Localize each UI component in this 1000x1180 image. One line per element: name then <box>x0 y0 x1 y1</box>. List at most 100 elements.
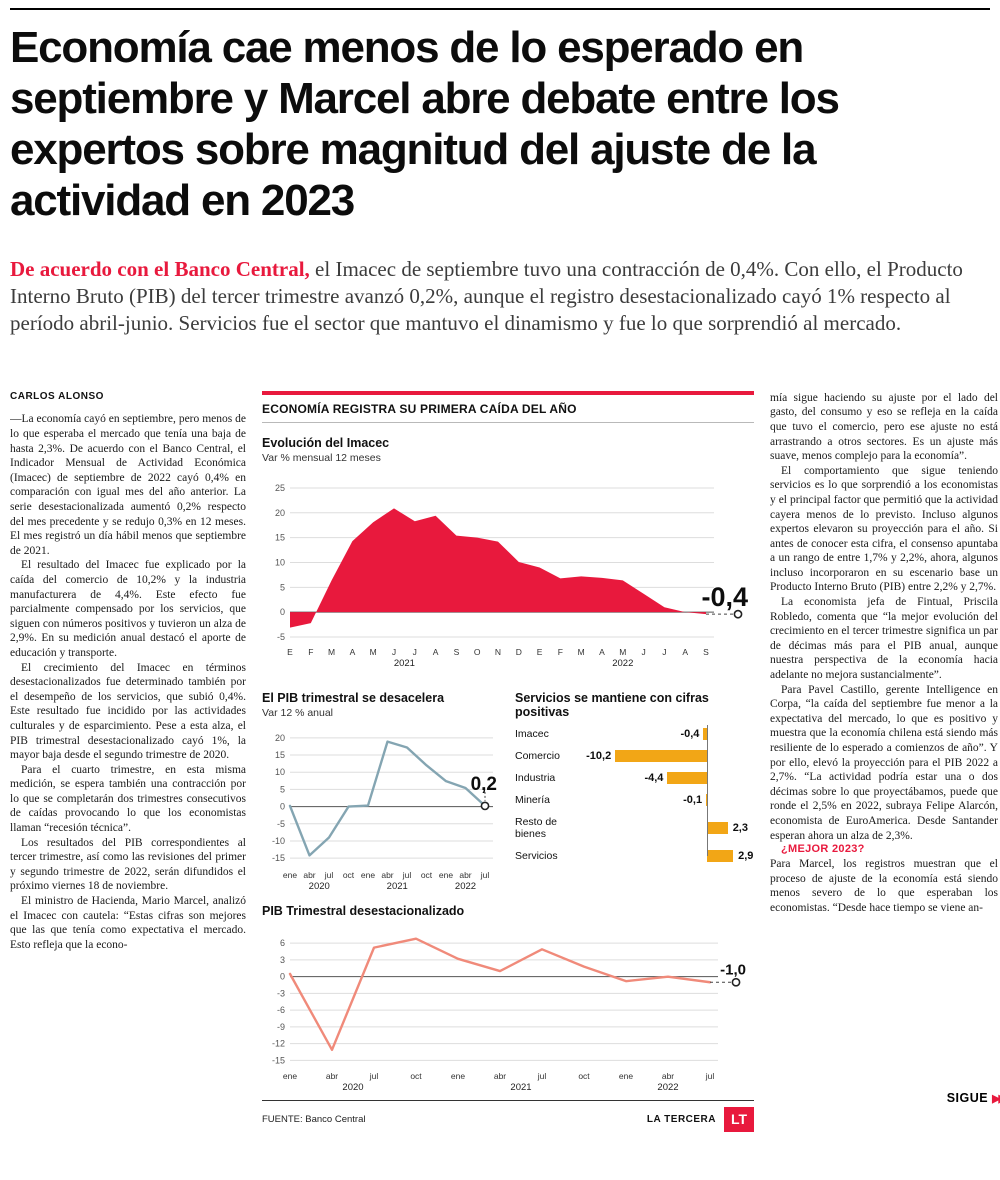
bar-row: Imacec -0,4 <box>515 727 754 740</box>
svg-text:2022: 2022 <box>455 881 476 891</box>
svg-text:jul: jul <box>324 870 334 880</box>
body-paragraph: mía sigue haciendo su ajuste por el lado… <box>770 391 998 463</box>
svg-text:abr: abr <box>326 1071 338 1081</box>
body-paragraph: Los resultados del PIB correspondientes … <box>10 836 246 893</box>
svg-text:-9: -9 <box>277 1022 285 1032</box>
svg-text:-10: -10 <box>272 836 285 846</box>
svg-text:5: 5 <box>280 784 285 794</box>
sectors-block: Servicios se mantiene con cifras positiv… <box>515 678 754 891</box>
svg-text:jul: jul <box>369 1071 379 1081</box>
svg-text:jul: jul <box>480 870 490 880</box>
svg-text:A: A <box>599 647 605 657</box>
svg-text:3: 3 <box>280 955 285 965</box>
svg-text:20: 20 <box>275 733 285 743</box>
svg-text:A: A <box>682 647 688 657</box>
svg-text:abr: abr <box>662 1071 674 1081</box>
svg-text:-0,4: -0,4 <box>701 582 748 612</box>
infographic: ECONOMÍA REGISTRA SU PRIMERA CAÍDA DEL A… <box>262 390 754 1132</box>
svg-text:E: E <box>287 647 293 657</box>
svg-text:M: M <box>619 647 626 657</box>
svg-text:S: S <box>703 647 709 657</box>
svg-text:0: 0 <box>280 971 285 981</box>
chart-row: El PIB trimestral se desacelera Var 12 %… <box>262 678 754 892</box>
svg-text:ene: ene <box>451 1071 465 1081</box>
svg-text:0: 0 <box>280 801 285 811</box>
continue-marker: SIGUE ▶▶ <box>938 1090 1000 1107</box>
svg-text:15: 15 <box>275 532 285 542</box>
svg-text:jul: jul <box>402 870 412 880</box>
section-subhead: ¿MEJOR 2023? <box>781 843 865 856</box>
svg-text:ene: ene <box>361 870 375 880</box>
svg-text:2021: 2021 <box>510 1082 531 1092</box>
svg-text:O: O <box>474 647 481 657</box>
headline: Economía cae menos de lo esperado en sep… <box>10 23 840 226</box>
svg-text:0,2: 0,2 <box>471 774 497 795</box>
chart-title-imacec: Evolución del Imacec <box>262 435 390 450</box>
imacec-area-chart: 25 20 15 10 5 0 -5 E F M A M J J A S O N D E F M A M J J A S 2021 202… <box>262 468 754 669</box>
svg-text:2020: 2020 <box>309 881 330 891</box>
svg-text:abr: abr <box>303 870 315 880</box>
svg-text:N: N <box>495 647 501 657</box>
chart-title-pib: El PIB trimestral se desacelera <box>262 690 445 705</box>
svg-text:-3: -3 <box>277 988 285 998</box>
right-column: mía sigue haciendo su ajuste por el lado… <box>770 391 1000 1107</box>
svg-text:-12: -12 <box>272 1038 285 1048</box>
svg-text:ene: ene <box>283 1071 297 1081</box>
pib-line-chart: 20 15 10 5 0 -5 -10 -15 ene abr jul oct ene abr jul oct… <box>262 721 501 892</box>
byline: CARLOS ALONSO <box>10 390 104 402</box>
pib-sa-line-chart: 6 3 0 -3 -6 -9 -12 -15 ene abr jul oct ene abr jul oct e… <box>262 922 754 1093</box>
left-column: CARLOS ALONSO —La economía cayó en septi… <box>10 391 246 1107</box>
svg-text:0: 0 <box>280 607 285 617</box>
svg-text:6: 6 <box>280 938 285 948</box>
svg-text:-5: -5 <box>277 632 285 642</box>
svg-text:ene: ene <box>283 870 297 880</box>
svg-text:oct: oct <box>578 1071 590 1081</box>
pib-quarterly-block: El PIB trimestral se desacelera Var 12 %… <box>262 678 501 892</box>
svg-text:10: 10 <box>275 767 285 777</box>
svg-text:abr: abr <box>381 870 393 880</box>
bar-row: Minería -0,1 <box>515 793 707 806</box>
svg-text:J: J <box>413 647 417 657</box>
svg-text:M: M <box>370 647 377 657</box>
newspaper-page: Economía cae menos de lo esperado en sep… <box>0 8 1000 1132</box>
bar-row: Servicios 2,9 <box>515 849 754 862</box>
credit-block: LA TERCERA LT <box>646 1106 754 1132</box>
svg-text:2021: 2021 <box>387 881 408 891</box>
article-columns: CARLOS ALONSO —La economía cayó en septi… <box>10 390 1000 1132</box>
lead-highlight: De acuerdo con el Banco Central, <box>10 257 310 282</box>
chart-subtitle-pib: Var 12 % anual <box>262 706 334 719</box>
svg-text:oct: oct <box>421 870 433 880</box>
body-paragraph: El ministro de Hacienda, Mario Marcel, a… <box>10 895 246 951</box>
chart-title-pib-sa: PIB Trimestral desestacionalizado <box>262 903 465 918</box>
svg-text:jul: jul <box>537 1071 547 1081</box>
body-paragraph: Para el cuarto trimestre, en esta misma … <box>10 763 246 835</box>
body-paragraph: El comportamiento que sigue teniendo ser… <box>770 464 998 594</box>
svg-text:2021: 2021 <box>394 658 415 668</box>
sectors-bar-chart: Imacec -0,4 Comercio -10,2 Industria -4,4 Mine… <box>515 724 754 862</box>
svg-text:S: S <box>454 647 460 657</box>
svg-text:J: J <box>641 647 645 657</box>
body-paragraph: El crecimiento del Imacec en términos de… <box>10 661 246 762</box>
svg-text:oct: oct <box>343 870 355 880</box>
body-paragraph: Para Marcel, los registros muestran que … <box>770 858 998 914</box>
body-paragraph: El resultado del Imacec fue explicado po… <box>10 559 246 659</box>
la-tercera-logo: LT <box>724 1106 754 1132</box>
top-rule <box>10 8 990 10</box>
svg-text:A: A <box>433 647 439 657</box>
svg-text:ene: ene <box>439 870 453 880</box>
source-label: FUENTE: Banco Central <box>262 1113 366 1125</box>
svg-text:-15: -15 <box>272 853 285 863</box>
svg-text:ene: ene <box>619 1071 633 1081</box>
svg-text:20: 20 <box>275 508 285 518</box>
svg-text:M: M <box>578 647 585 657</box>
credit-name: LA TERCERA <box>646 1113 716 1125</box>
svg-text:oct: oct <box>410 1071 422 1081</box>
svg-text:M: M <box>328 647 335 657</box>
svg-text:25: 25 <box>275 483 285 493</box>
svg-text:abr: abr <box>459 870 471 880</box>
svg-text:-1,0: -1,0 <box>720 961 746 978</box>
svg-text:15: 15 <box>275 750 285 760</box>
svg-text:F: F <box>558 647 563 657</box>
lead-text: el Imacec de septiembre tuvo una contrac… <box>10 257 963 335</box>
svg-text:2022: 2022 <box>657 1082 678 1092</box>
